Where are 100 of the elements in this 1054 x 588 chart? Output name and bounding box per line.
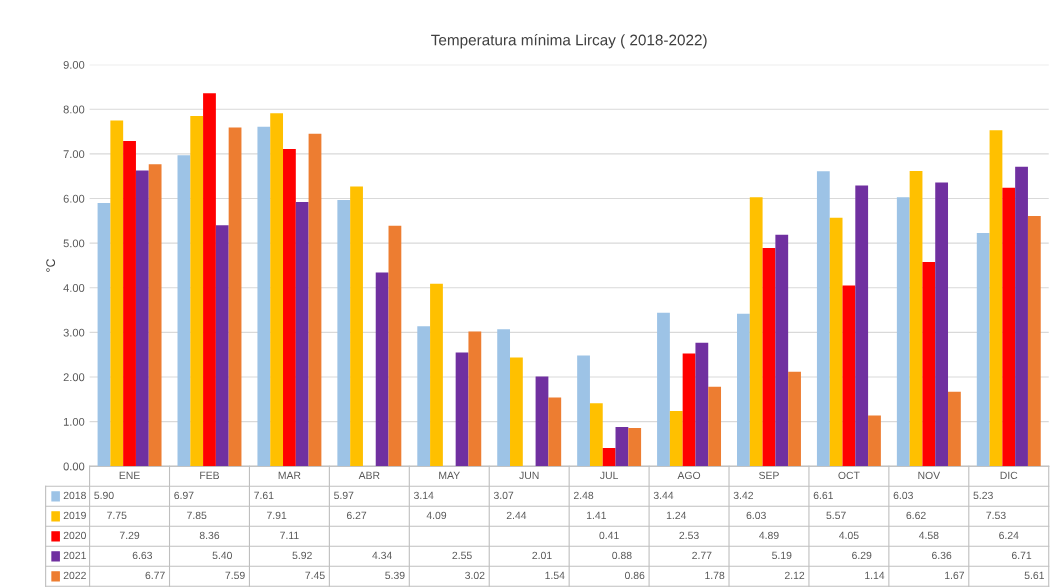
data-label: 1.41 <box>586 511 606 519</box>
data-label: 5.57 <box>826 511 846 520</box>
data-label: 5.61 <box>1024 571 1044 580</box>
bar <box>816 171 830 467</box>
data-label: 6.77 <box>145 571 165 580</box>
data-label: 3.44 <box>653 491 674 500</box>
data-label: 7.53 <box>986 511 1006 520</box>
bar <box>989 130 1003 467</box>
bar <box>695 342 709 467</box>
bar <box>589 403 603 467</box>
x-tick-label: AGO <box>677 471 701 480</box>
bar <box>497 329 511 467</box>
data-label: 5.92 <box>292 551 312 560</box>
bar <box>97 203 111 467</box>
bar <box>190 116 204 467</box>
bar <box>510 357 523 467</box>
bar <box>948 391 961 467</box>
bar <box>682 353 696 467</box>
data-label: 5.19 <box>772 551 792 560</box>
data-label: 7.61 <box>254 491 274 500</box>
bar <box>775 234 789 467</box>
x-tick-label: FEB <box>200 471 220 479</box>
y-tick-label: 2.00 <box>63 373 85 382</box>
y-tick-label: 7.00 <box>63 150 85 159</box>
bar <box>455 352 469 467</box>
data-label: 7.59 <box>225 571 245 580</box>
data-label: 7.29 <box>119 531 140 540</box>
data-label: 1.54 <box>545 571 565 580</box>
data-label: 5.39 <box>385 571 405 580</box>
data-label: 4.58 <box>918 531 939 540</box>
bar <box>308 133 322 467</box>
bar <box>177 155 191 467</box>
y-tick-label: 6.00 <box>63 194 85 203</box>
data-label: 5.23 <box>973 491 993 500</box>
bar <box>228 127 242 467</box>
bar <box>535 376 549 467</box>
data-label: 7.91 <box>267 511 287 520</box>
bar <box>283 149 296 467</box>
bar <box>123 140 136 467</box>
bar <box>657 312 670 467</box>
bar <box>270 113 284 467</box>
data-label: 2.01 <box>532 551 552 560</box>
chart-title: Temperatura mínima Lircay ( 2018-2022) <box>431 33 707 49</box>
data-label: 3.07 <box>493 491 514 500</box>
data-label: 4.89 <box>759 531 779 540</box>
bar <box>829 217 843 467</box>
x-tick-label: DIC <box>1000 471 1018 480</box>
data-label: 0.86 <box>624 571 645 580</box>
x-tick-label: OCT <box>838 471 860 480</box>
bar <box>909 170 923 467</box>
data-label: 7.45 <box>305 571 325 580</box>
data-label: 5.40 <box>212 551 232 560</box>
bar <box>842 285 856 467</box>
data-label: 4.34 <box>372 551 392 560</box>
bar <box>215 225 229 467</box>
data-label: 3.14 <box>413 491 434 500</box>
bar <box>749 197 763 467</box>
data-label: 7.11 <box>280 531 299 539</box>
data-label: 2.77 <box>692 551 712 559</box>
y-tick-label: 0.00 <box>63 462 85 471</box>
data-label: 8.36 <box>199 531 220 540</box>
bar <box>628 427 642 467</box>
x-tick-label: SEP <box>759 471 779 480</box>
bar <box>896 197 910 467</box>
x-tick-label: ABR <box>358 471 380 479</box>
data-label: 6.71 <box>1011 551 1032 560</box>
data-label: 0.41 <box>599 531 619 540</box>
y-tick-label: 4.00 <box>63 284 85 292</box>
bar <box>935 182 949 467</box>
data-label: 2.53 <box>679 531 699 540</box>
data-label: 7.85 <box>187 511 207 520</box>
data-label: 4.09 <box>426 511 447 520</box>
bar <box>375 272 389 467</box>
data-label: 3.02 <box>465 571 485 580</box>
bar <box>788 371 801 467</box>
legend-label: 2022 <box>63 571 86 580</box>
y-tick-label: 8.00 <box>63 105 85 114</box>
x-tick-label: JUL <box>600 471 619 480</box>
y-tick-label: 3.00 <box>63 328 85 337</box>
data-label: 0.88 <box>612 551 632 560</box>
data-label: 6.61 <box>813 491 833 500</box>
data-label: 5.97 <box>334 491 354 500</box>
legend-label: 2019 <box>63 511 86 520</box>
bar <box>577 355 590 467</box>
data-label: 6.03 <box>746 511 766 520</box>
y-axis-title: °C <box>46 258 56 272</box>
bar <box>468 331 482 467</box>
bar <box>762 248 776 467</box>
data-label: 1.14 <box>865 571 885 579</box>
bar <box>417 326 431 467</box>
x-tick-label: MAY <box>439 471 460 479</box>
bar <box>1015 166 1028 467</box>
bar <box>1002 187 1016 467</box>
legend-label: 2020 <box>63 531 86 540</box>
data-label: 6.27 <box>346 511 367 520</box>
data-label: 5.90 <box>94 491 114 500</box>
data-label: 3.42 <box>733 491 754 500</box>
data-label: 6.36 <box>932 551 952 560</box>
bar <box>203 93 216 467</box>
data-label: 6.03 <box>893 491 913 500</box>
